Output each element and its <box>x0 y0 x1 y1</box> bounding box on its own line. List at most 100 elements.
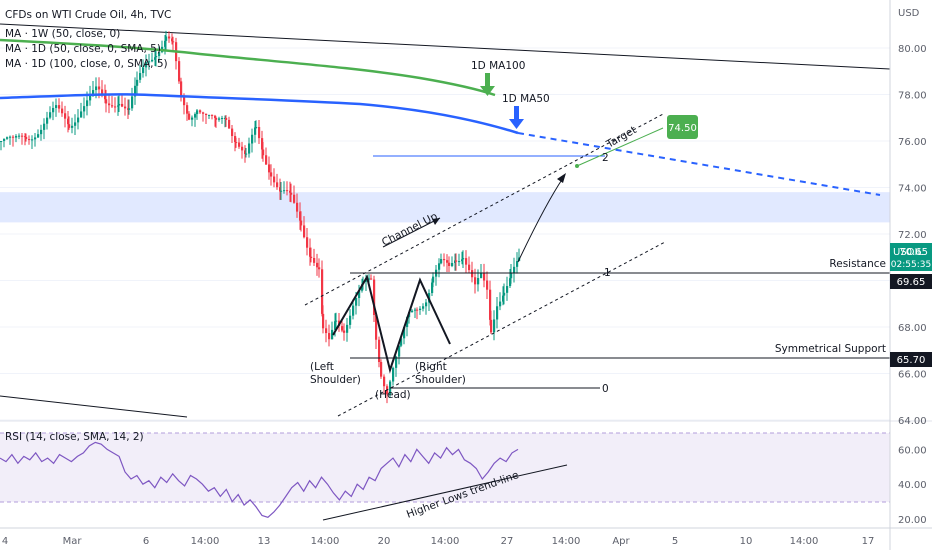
candle-body <box>211 114 214 116</box>
candle-body <box>279 187 282 192</box>
candle-body <box>490 319 493 333</box>
candle-body <box>136 79 139 86</box>
candle-body <box>483 272 486 281</box>
candle-body <box>40 129 43 135</box>
head-label: (Head) <box>375 389 411 401</box>
head-shoulders-pattern <box>332 274 451 374</box>
candle-body <box>37 134 40 138</box>
candle-body <box>154 57 157 60</box>
candle-body <box>474 277 477 285</box>
candle-body <box>180 81 183 97</box>
candle-body <box>98 86 101 90</box>
candle-body <box>71 125 74 128</box>
candle-body <box>443 259 446 261</box>
candle-body <box>280 190 283 192</box>
resistance-price-badge: 69.65 <box>890 274 932 289</box>
candle-body <box>268 164 271 173</box>
candle-body <box>128 108 131 110</box>
candle-body <box>31 139 34 141</box>
candle-body <box>251 134 254 144</box>
candle-body <box>6 137 9 139</box>
candle-body <box>510 273 513 279</box>
candle-body <box>306 237 309 248</box>
candle-body <box>471 270 474 278</box>
rsi-axis-ticks: 20.00 40.00 60.00 <box>898 445 927 526</box>
left-shoulder-label-1: (Left <box>310 361 334 373</box>
candle-body <box>234 136 237 143</box>
candle-body <box>21 135 24 137</box>
support-zone-band <box>0 192 890 223</box>
candle-body <box>446 260 449 263</box>
price-tick-label: 68.00 <box>898 323 927 334</box>
candle-body <box>145 62 148 68</box>
symmetrical-support-label: Symmetrical Support <box>775 343 886 355</box>
resistance-label: Resistance <box>829 258 886 270</box>
candle-body <box>191 117 194 120</box>
last-price-badge[interactable]: USOIL 70.65 02:55:35 <box>890 243 932 271</box>
candle-body <box>322 313 325 329</box>
candle-body <box>228 119 231 129</box>
candle-body <box>370 278 373 280</box>
candle-body <box>218 118 221 120</box>
candle-body <box>422 306 425 309</box>
candle-body <box>289 190 292 193</box>
price-axis-ticks: 64.0066.0068.0070.0072.0074.0076.0078.00… <box>898 44 927 427</box>
candle-body <box>142 67 145 74</box>
candle-body <box>496 306 499 320</box>
chart-title: CFDs on WTI Crude Oil, 4h, TVC <box>5 9 171 21</box>
candle-body <box>255 127 258 129</box>
candle-body <box>151 59 154 62</box>
ma100-line <box>0 38 496 97</box>
left-shoulder-label-2: Shoulder) <box>310 374 361 386</box>
candle-body <box>425 302 428 307</box>
candle-body <box>503 292 506 296</box>
candle-body <box>355 298 358 306</box>
candle-body <box>273 176 276 183</box>
candle-body <box>124 106 127 109</box>
higher-lows-trend-line <box>322 464 568 521</box>
candle-body <box>341 326 344 331</box>
candle-body <box>335 320 338 322</box>
candle-body <box>303 225 306 238</box>
candle-body <box>105 99 108 104</box>
time-tick-label: 4 <box>2 536 8 547</box>
candle-body <box>214 115 217 118</box>
candle-body <box>321 269 324 314</box>
candle-body <box>12 136 15 138</box>
candle-body <box>254 127 257 135</box>
candlestick-series <box>0 30 521 404</box>
time-tick-label: 17 <box>862 536 875 547</box>
candle-body <box>502 295 505 302</box>
candle-body <box>414 309 417 311</box>
candle-body <box>411 310 414 313</box>
time-tick-label: 14:00 <box>191 536 220 547</box>
candle-body <box>513 266 516 274</box>
grid-lines <box>0 47 890 421</box>
time-tick-label: 6 <box>143 536 149 547</box>
candle-body <box>331 329 334 340</box>
candle-body <box>74 122 77 126</box>
candle-body <box>114 106 117 108</box>
candle-body <box>293 194 296 203</box>
price-tick-label: 80.00 <box>898 44 927 55</box>
right-shoulder-label-2: Shoulder) <box>415 374 466 386</box>
time-tick-label: Mar <box>63 536 83 547</box>
price-tick-label: 64.00 <box>898 416 927 427</box>
candle-body <box>43 123 46 130</box>
candle-body <box>373 279 376 316</box>
candle-body <box>270 172 273 177</box>
candle-body <box>406 317 409 328</box>
price-tick-label: 78.00 <box>898 91 927 102</box>
candle-body <box>283 190 286 192</box>
candle-body <box>3 138 6 141</box>
candle-body <box>368 278 371 280</box>
candle-body <box>164 40 167 47</box>
candle-body <box>221 117 224 119</box>
currency-label: USD <box>898 8 920 19</box>
candle-body <box>34 137 37 140</box>
time-axis-ticks: 4 Mar 6 14:00 13 14:00 20 14:00 27 14:00 Apr 5 10 14:… <box>2 536 875 547</box>
time-tick-label: 14:00 <box>311 536 340 547</box>
candle-body <box>188 113 191 120</box>
fib-two-label: 2 <box>602 152 609 164</box>
